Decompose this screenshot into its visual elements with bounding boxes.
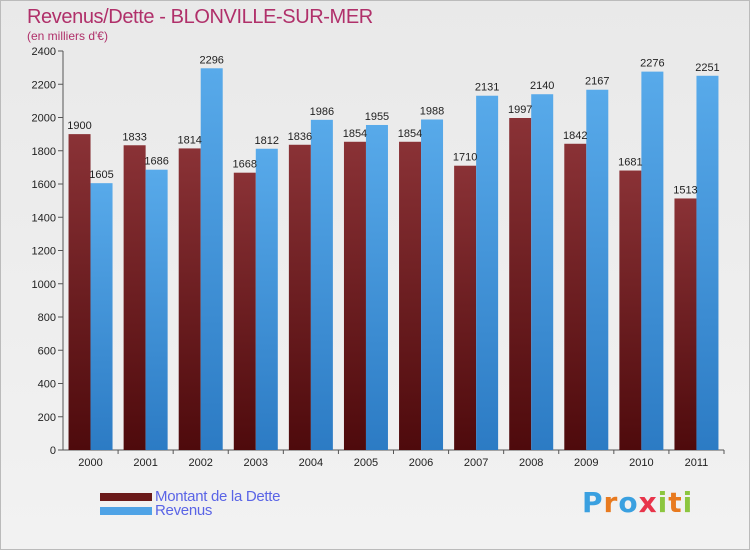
axes: 0 200 400 600 800 1000 1200 1400 1600 1800 2000 220… <box>32 46 725 469</box>
bar-revenus <box>145 169 168 450</box>
y-tick-label: 600 <box>38 345 56 357</box>
bar-dette <box>564 143 587 450</box>
data-label: 1986 <box>310 106 334 118</box>
x-tick-label: 2004 <box>299 457 323 469</box>
data-label: 1997 <box>508 104 532 116</box>
data-label: 2296 <box>199 54 223 66</box>
chart-subtitle: (en milliers d'€) <box>27 29 108 43</box>
logo-letter: P <box>582 486 604 519</box>
y-tick-label: 2400 <box>32 46 56 58</box>
bar-dette <box>123 145 146 451</box>
y-tick-label: 1800 <box>32 146 56 158</box>
bar-revenus <box>641 71 664 451</box>
data-label: 2251 <box>695 62 719 74</box>
data-label: 2167 <box>585 76 609 88</box>
x-tick-label: 2006 <box>409 457 433 469</box>
data-label: 2276 <box>640 58 664 70</box>
legend-label-dette: Montant de la Dette <box>155 488 281 505</box>
bar-revenus <box>696 75 719 451</box>
bar-dette <box>509 117 532 450</box>
data-label: 1836 <box>288 131 312 143</box>
legend-item-revenus: Revenus <box>100 502 212 519</box>
legend-label-revenus: Revenus <box>155 502 213 519</box>
data-label: 1812 <box>255 135 279 147</box>
bar-dette <box>288 144 311 450</box>
data-label: 1681 <box>618 157 642 169</box>
legend-swatch-dette <box>100 492 152 501</box>
y-tick-label: 2000 <box>32 113 56 125</box>
bar-dette <box>399 141 422 450</box>
data-label: 1605 <box>89 169 113 181</box>
bar-revenus <box>310 119 333 450</box>
data-label: 1955 <box>365 111 389 123</box>
bar-revenus <box>90 183 113 450</box>
bar-dette <box>454 165 477 450</box>
chart-title: Revenus/Dette - BLONVILLE-SUR-MER <box>27 6 373 28</box>
bar-dette <box>233 172 256 450</box>
bars <box>68 68 719 451</box>
bar-dette <box>68 134 91 450</box>
y-tick-label: 1200 <box>32 246 56 258</box>
bar-revenus <box>476 95 499 450</box>
proxiti-logo: Proxiti <box>582 486 693 519</box>
logo-letter: t <box>668 486 683 519</box>
logo-letter: i <box>657 486 669 519</box>
bar-revenus <box>365 124 388 450</box>
data-label: 1710 <box>453 152 477 164</box>
x-tick-label: 2007 <box>464 457 488 469</box>
x-tick-label: 2002 <box>188 457 212 469</box>
x-tick-label: 2011 <box>685 457 709 469</box>
y-tick-label: 1000 <box>32 279 56 291</box>
data-label: 1833 <box>122 131 146 143</box>
bar-revenus <box>200 68 223 450</box>
data-label: 1814 <box>177 134 201 146</box>
data-label: 1854 <box>398 128 422 140</box>
bar-revenus <box>421 119 444 451</box>
bar-revenus <box>586 89 609 450</box>
x-tick-label: 2005 <box>354 457 378 469</box>
x-tick-label: 2003 <box>244 457 268 469</box>
data-label: 2140 <box>530 80 554 92</box>
x-tick-label: 2009 <box>574 457 598 469</box>
data-label: 1854 <box>343 128 367 140</box>
y-tick-label: 0 <box>50 445 56 457</box>
y-tick-label: 1400 <box>32 212 56 224</box>
y-tick-label: 200 <box>38 412 56 424</box>
x-tick-label: 2008 <box>519 457 543 469</box>
data-label: 2131 <box>475 82 499 94</box>
x-tick-label: 2000 <box>78 457 102 469</box>
x-tick-label: 2001 <box>133 457 157 469</box>
bar-dette <box>178 148 201 451</box>
data-label: 1686 <box>144 156 168 168</box>
x-tick-label: 2010 <box>629 457 653 469</box>
bar-revenus <box>531 94 554 450</box>
data-label: 1842 <box>563 130 587 142</box>
y-tick-label: 400 <box>38 379 56 391</box>
logo-letter: x <box>638 486 658 519</box>
legend-swatch-revenus <box>100 506 152 515</box>
data-label: 1668 <box>233 159 257 171</box>
bar-dette <box>343 141 366 450</box>
data-labels: 1900 1605 1833 1686 1814 2296 1668 1812 1836 1986… <box>67 54 719 196</box>
legend-item-dette: Montant de la Dette <box>100 488 281 505</box>
logo-letter: i <box>682 486 694 519</box>
data-label: 1900 <box>67 120 91 132</box>
data-label: 1513 <box>673 184 697 196</box>
bar-dette <box>619 170 642 450</box>
bar-revenus <box>255 148 278 450</box>
data-label: 1988 <box>420 105 444 117</box>
y-tick-label: 800 <box>38 312 56 324</box>
y-tick-label: 2200 <box>32 79 56 91</box>
logo-letter: o <box>618 486 639 519</box>
bar-dette <box>674 198 697 450</box>
logo-letter: r <box>603 486 619 519</box>
y-tick-label: 1600 <box>32 179 56 191</box>
